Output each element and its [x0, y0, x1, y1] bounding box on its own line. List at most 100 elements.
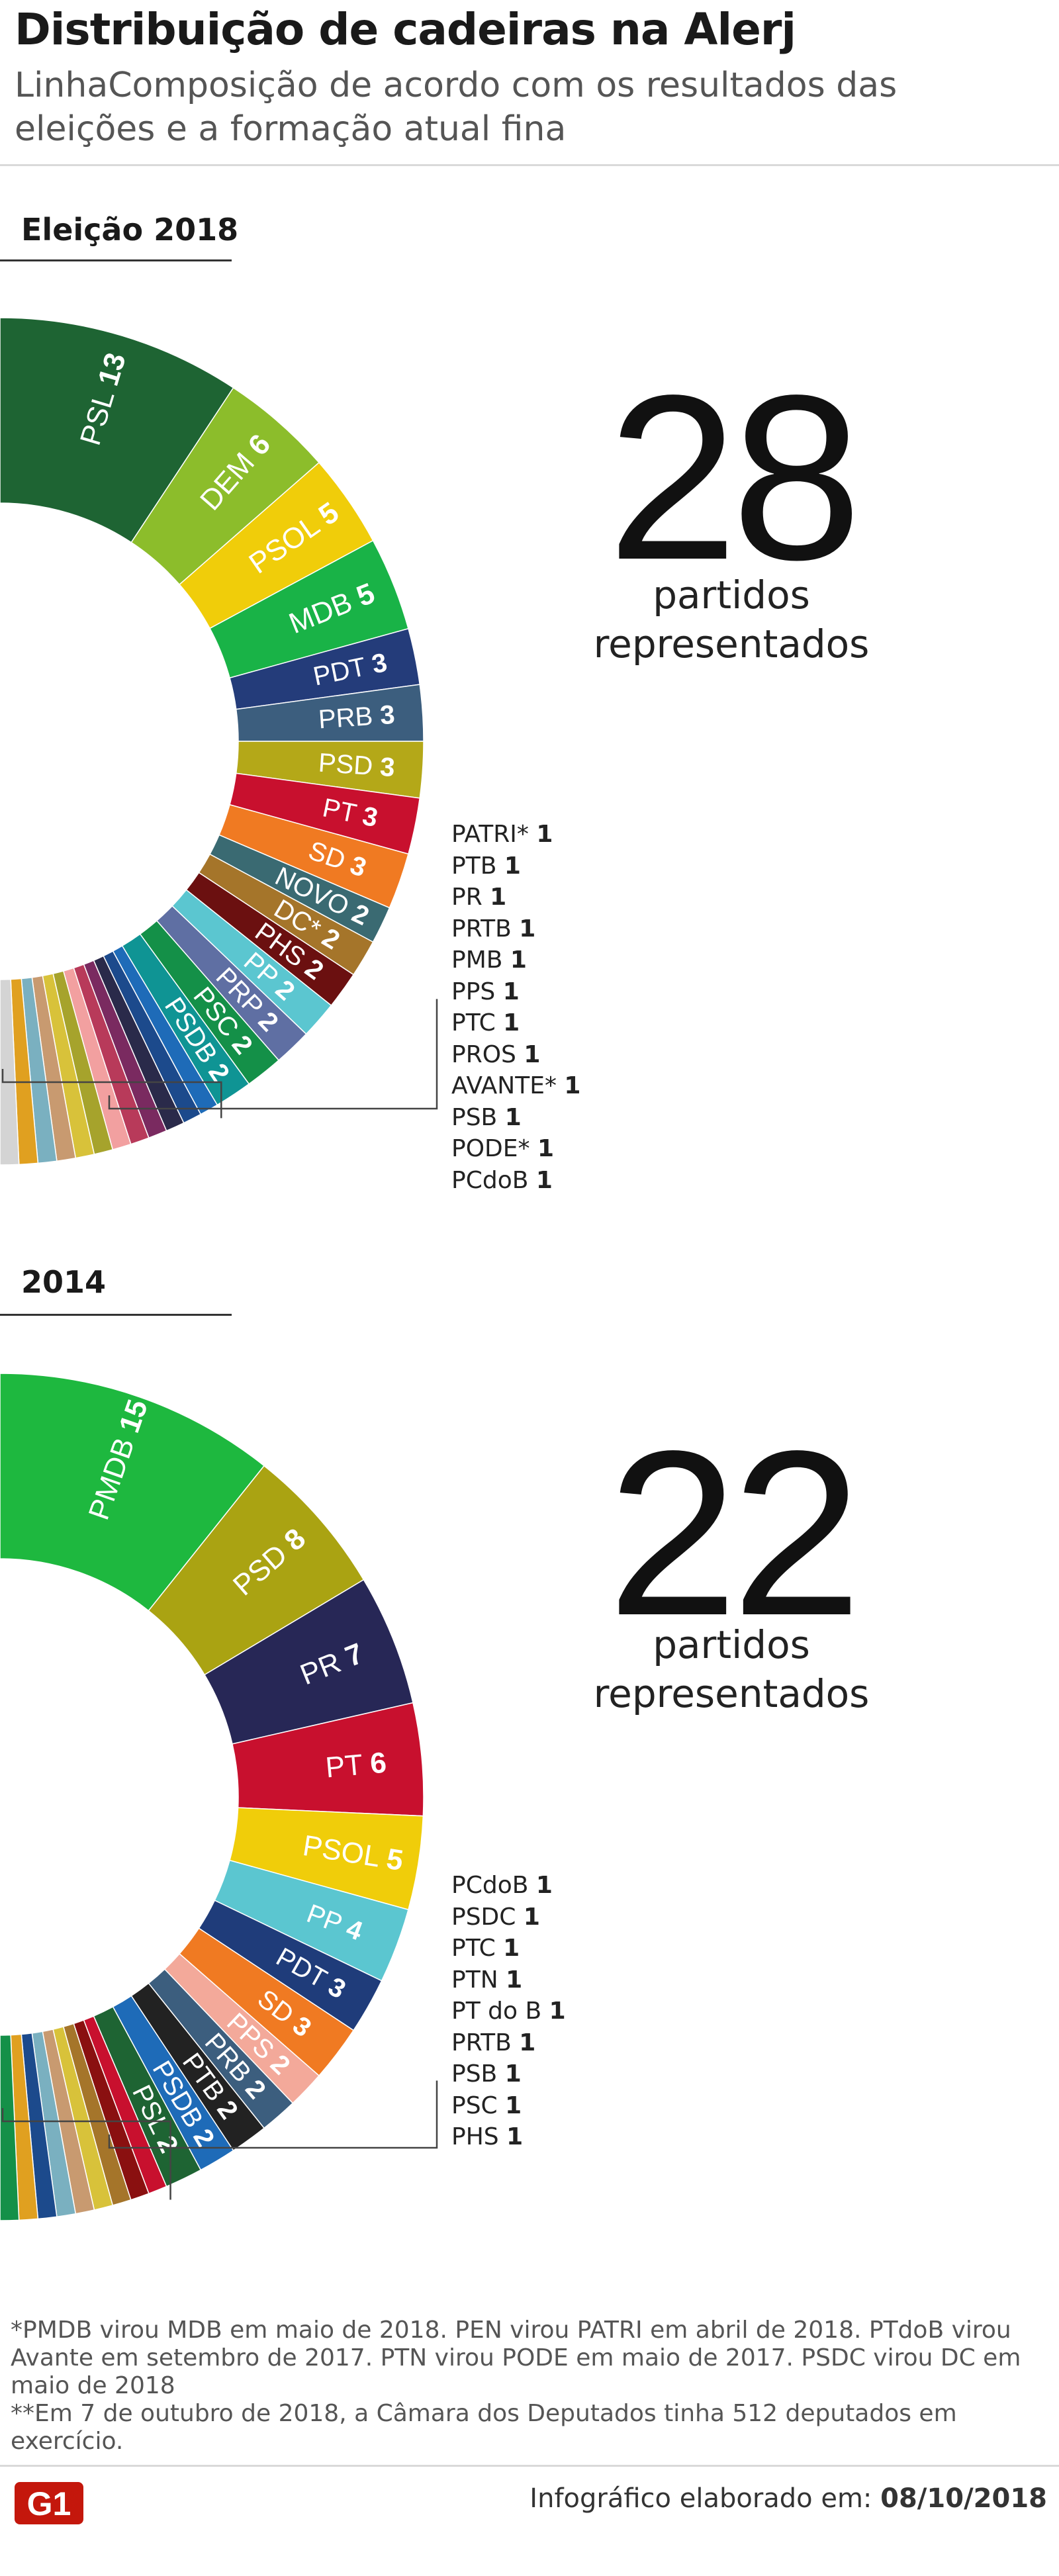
- caption-line-1: partidos: [653, 1622, 810, 1667]
- small-party-name: PROS: [451, 1040, 524, 1068]
- header-divider: [0, 164, 1059, 166]
- segment-label-party: PT: [324, 1747, 372, 1784]
- small-party-item: PSC 1: [451, 2090, 566, 2122]
- footer-credit: Infográfico elaborado em: 08/10/2018: [530, 2483, 1047, 2514]
- caption-line-1: partidos: [653, 573, 810, 618]
- small-party-item: PMB 1: [451, 944, 580, 976]
- small-party-name: AVANTE*: [451, 1072, 565, 1099]
- footnote-1: *PMDB virou MDB em maio de 2018. PEN vir…: [11, 2317, 1021, 2399]
- segment-label-pt: PT 6: [324, 1746, 388, 1784]
- section-title-2014: 2014: [21, 1264, 107, 1300]
- small-party-value: 1: [564, 1072, 581, 1099]
- small-party-value: 1: [504, 852, 521, 880]
- small-party-name: PRTB: [451, 915, 520, 943]
- small-party-value: 1: [503, 1009, 520, 1036]
- small-party-name: PTN: [451, 1966, 506, 1994]
- small-party-value: 1: [506, 1966, 523, 1994]
- small-party-value: 1: [504, 2060, 522, 2088]
- segment-label-value: 6: [369, 1746, 388, 1780]
- segment-label-value: 3: [379, 700, 396, 730]
- caption-line-2: representados: [593, 621, 870, 667]
- small-party-value: 1: [510, 946, 527, 974]
- small-party-name: PR: [451, 884, 490, 911]
- small-party-value: 1: [506, 2123, 524, 2150]
- small-party-name: PSDC: [451, 1903, 524, 1931]
- page-subtitle: LinhaComposição de acordo com os resulta…: [15, 66, 898, 149]
- page-title: Distribuição de cadeiras na Alerj: [15, 4, 796, 55]
- small-party-value: 1: [535, 1166, 553, 1194]
- small-party-name: PTB: [451, 852, 504, 880]
- small-party-item: PATRI* 1: [451, 819, 580, 851]
- small-party-item: PHS 1: [451, 2121, 566, 2153]
- small-party-item: PROS 1: [451, 1039, 580, 1071]
- small-party-item: PR 1: [451, 882, 580, 913]
- segment-label-party: PRB: [318, 701, 381, 734]
- small-party-item: PTC 1: [451, 1933, 566, 1964]
- small-party-item: PSDC 1: [451, 1902, 566, 1933]
- small-party-value: 1: [549, 1998, 566, 2025]
- g1-logo: G1: [15, 2482, 83, 2524]
- small-party-item: PT do B 1: [451, 1996, 566, 2027]
- small-party-name: PCdoB: [451, 1166, 536, 1194]
- small-party-item: PTC 1: [451, 1007, 580, 1039]
- small-parties-list-2014: PCdoB 1 PSDC 1 PTC 1 PTN 1 PT do B 1 PRTB 1 PS…: [451, 1870, 566, 2153]
- small-party-name: PATRI*: [451, 821, 537, 848]
- small-party-value: 1: [504, 1103, 522, 1131]
- small-party-item: PRTB 1: [451, 913, 580, 945]
- small-party-item: PTB 1: [451, 851, 580, 882]
- small-party-value: 1: [519, 915, 536, 943]
- section-title-2018: Eleição 2018: [21, 212, 239, 248]
- small-party-item: PCdoB 1: [451, 1870, 566, 1902]
- small-party-value: 1: [524, 1040, 541, 1068]
- small-party-item: PRTB 1: [451, 2027, 566, 2059]
- small-party-item: AVANTE* 1: [451, 1070, 580, 1102]
- small-party-value: 1: [502, 978, 520, 1005]
- small-parties-bracket-outer: [108, 999, 438, 1110]
- credit-label: Infográfico elaborado em:: [530, 2483, 872, 2514]
- small-party-name: PSC: [451, 2092, 506, 2119]
- small-party-name: PODE*: [451, 1135, 537, 1162]
- small-party-name: PHS: [451, 2123, 507, 2150]
- small-party-item: PSB 1: [451, 2058, 566, 2090]
- small-party-value: 1: [537, 1135, 555, 1162]
- section-divider-2014: [0, 1314, 232, 1316]
- party-count-2018: 28: [607, 347, 862, 609]
- small-party-name: PCdoB: [451, 1872, 536, 1899]
- small-party-name: PSB: [451, 2060, 505, 2088]
- small-parties-bracket-outer: [108, 2080, 438, 2149]
- small-party-name: PPS: [451, 978, 503, 1005]
- small-party-value: 1: [490, 884, 507, 911]
- small-party-value: 1: [519, 2029, 536, 2056]
- caption-line-2: representados: [593, 1671, 870, 1716]
- small-party-item: PCdoB 1: [451, 1165, 580, 1197]
- small-parties-bracket-inner: [1, 2108, 171, 2200]
- small-party-name: PT do B: [451, 1998, 549, 2025]
- small-party-item: PODE* 1: [451, 1133, 580, 1165]
- small-party-value: 1: [535, 1872, 553, 1899]
- small-parties-list-2018: PATRI* 1 PTB 1 PR 1 PRTB 1 PMB 1 PPS 1 PTC 1 PR…: [451, 819, 580, 1196]
- segment-label-prb: PRB 3: [318, 700, 396, 735]
- donut-segment-pcdob: [0, 978, 20, 1166]
- footnote-2: **Em 7 de outubro de 2018, a Câmara dos …: [11, 2400, 957, 2455]
- small-parties-bracket-inner: [1, 1069, 222, 1119]
- segment-label-psd: PSD 3: [318, 748, 396, 782]
- small-party-value: 1: [536, 821, 553, 848]
- party-count-caption-2014: partidos representados: [543, 1620, 920, 1718]
- small-party-value: 1: [505, 2092, 522, 2119]
- small-party-name: PTC: [451, 1009, 504, 1036]
- segment-label-party: PSD: [318, 748, 381, 781]
- footnotes: *PMDB virou MDB em maio de 2018. PEN vir…: [11, 2317, 1043, 2456]
- small-party-value: 1: [523, 1903, 540, 1931]
- section-divider-2018: [0, 259, 232, 261]
- party-count-2014: 22: [607, 1403, 862, 1665]
- small-party-value: 1: [503, 1935, 520, 1962]
- small-party-item: PTN 1: [451, 1964, 566, 1996]
- small-party-name: PSB: [451, 1103, 505, 1131]
- donut-segment-phs: [0, 2034, 20, 2221]
- party-count-caption-2018: partidos representados: [543, 571, 920, 668]
- small-party-name: PTC: [451, 1935, 504, 1962]
- footer-divider: [0, 2465, 1059, 2467]
- small-party-item: PSB 1: [451, 1102, 580, 1134]
